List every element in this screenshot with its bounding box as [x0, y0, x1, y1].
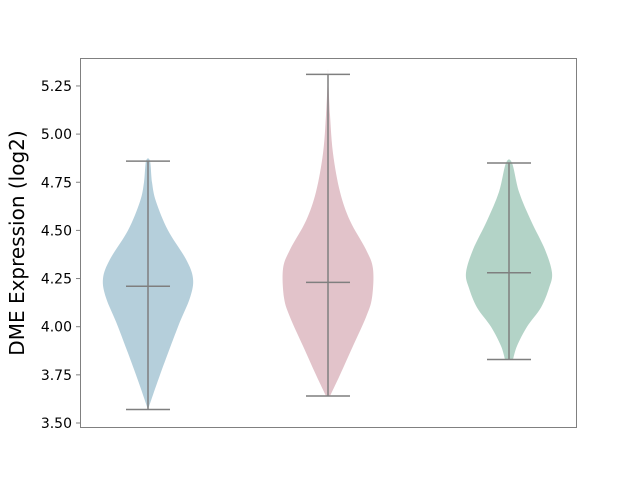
violins [102, 69, 553, 411]
plot-frame [80, 58, 577, 428]
y-axis: 3.50 3.75 4.00 4.25 4.50 4.75 5.00 5.25 [41, 79, 80, 432]
y-tick-label: 3.50 [41, 416, 72, 432]
y-tick-label: 5.00 [41, 127, 72, 143]
y-axis-label: DME Expression (log2) [5, 130, 29, 355]
y-tick-label: 3.75 [41, 368, 72, 384]
y-tick-label: 4.00 [41, 320, 72, 336]
y-tick-label: 4.25 [41, 272, 72, 288]
y-tick-label: 5.25 [41, 79, 72, 95]
y-tick-label: 4.75 [41, 175, 72, 191]
y-tick-label: 4.50 [41, 223, 72, 239]
